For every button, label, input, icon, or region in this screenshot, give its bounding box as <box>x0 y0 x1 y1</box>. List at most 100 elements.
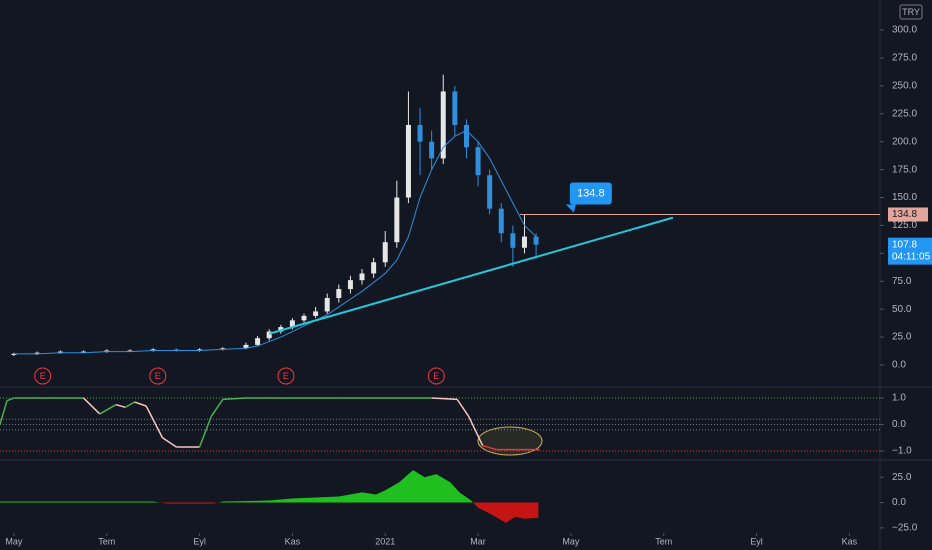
candle-body <box>173 349 179 351</box>
level-price: 134.8 <box>892 209 917 220</box>
x-tick-label: Mar <box>470 536 486 546</box>
earnings-marker <box>277 367 295 385</box>
candle-body <box>347 280 353 290</box>
candle-body <box>487 175 493 209</box>
x-tick-label: May <box>562 536 580 546</box>
x-tick-label: Kas <box>842 536 858 546</box>
oscillator-line <box>134 401 147 407</box>
y-tick-label: 200.0 <box>892 136 917 147</box>
y-tick-label: 275.0 <box>892 53 917 64</box>
oscillator-line <box>115 403 126 409</box>
earnings-label: E <box>433 371 439 381</box>
candle-body <box>336 289 342 299</box>
y-tick-label: −25.0 <box>892 523 918 534</box>
y-tick-label: 0.0 <box>892 419 906 430</box>
y-tick-label: 0.0 <box>892 497 906 508</box>
y-tick-label: 150.0 <box>892 192 917 203</box>
earnings-label: E <box>283 371 289 381</box>
candle-body <box>127 350 133 352</box>
y-tick-label: 75.0 <box>892 276 912 287</box>
earnings-label: E <box>155 371 161 381</box>
x-tick-label: Eyl <box>750 536 763 546</box>
oscillator-line <box>468 416 484 447</box>
oscillator-line <box>0 400 8 425</box>
candle-body <box>452 91 458 125</box>
y-tick-label: 250.0 <box>892 81 917 92</box>
currency: TRY <box>902 7 920 17</box>
y-tick-label: 25.0 <box>892 472 912 483</box>
candle-body <box>301 315 307 321</box>
candle-body <box>498 208 504 234</box>
callout-box <box>569 182 612 205</box>
x-tick-label: Tem <box>98 536 115 546</box>
level-price-box <box>888 207 928 222</box>
y-tick-label: 25.0 <box>892 332 912 343</box>
y-tick-label: 50.0 <box>892 304 912 315</box>
countdown: 04:11:05 <box>892 251 931 262</box>
x-tick-label: 2021 <box>375 536 395 546</box>
oscillator-line <box>456 398 470 418</box>
candle-body <box>104 350 110 352</box>
oscillator-line <box>482 444 497 451</box>
candle-body <box>278 327 284 332</box>
candle-body <box>243 344 249 349</box>
x-tick-label: Kas <box>285 536 301 546</box>
candle-body <box>255 338 261 345</box>
candle-body <box>11 353 17 355</box>
candle-body <box>429 141 435 159</box>
oscillator-line <box>145 405 164 439</box>
y-tick-label: 1.0 <box>892 393 906 404</box>
callout-label: 134.8 <box>577 187 605 199</box>
trendline <box>268 216 674 335</box>
y-tick-label: −1.0 <box>892 446 912 457</box>
candle-body <box>521 236 527 248</box>
candle-body <box>81 351 87 353</box>
currency-box[interactable] <box>899 4 923 20</box>
last-price-box <box>888 237 932 265</box>
earnings-marker <box>34 367 52 385</box>
x-tick-label: Tem <box>655 536 672 546</box>
candle-body <box>34 352 40 354</box>
candle-body <box>510 233 516 248</box>
oscillator-line <box>210 398 224 418</box>
oscillator-line <box>6 397 15 402</box>
candle-body <box>324 298 330 312</box>
candle-body <box>220 348 226 350</box>
candle-body <box>475 147 481 176</box>
earnings-marker <box>427 367 445 385</box>
oscillator-line <box>198 416 212 448</box>
oscillator-line <box>431 397 458 401</box>
oscillator-line <box>162 437 177 448</box>
candle-body <box>394 197 400 243</box>
x-tick-label: Eyl <box>193 536 206 546</box>
highlight-ellipse <box>477 426 543 456</box>
y-tick-label: 125.0 <box>892 220 917 231</box>
y-tick-label: 300.0 <box>892 25 917 36</box>
moving-average <box>13 129 537 355</box>
candle-body <box>371 262 377 274</box>
candle-body <box>289 320 295 328</box>
candle-body <box>266 331 272 339</box>
oscillator-line <box>124 401 135 408</box>
area-negative <box>0 502 539 523</box>
candle-body <box>313 311 319 316</box>
oscillator-line <box>99 404 117 415</box>
callout <box>565 204 576 213</box>
candle-body <box>382 242 388 263</box>
candle-body <box>440 91 446 159</box>
candle-body <box>405 124 411 198</box>
candle-body <box>533 236 539 245</box>
area-positive <box>0 470 474 503</box>
candle-body <box>57 351 63 353</box>
oscillator-line <box>83 397 101 415</box>
y-tick-label: 175.0 <box>892 164 917 175</box>
candle-body <box>417 124 423 142</box>
last-price: 107.8 <box>892 239 917 250</box>
y-tick-label: 225.0 <box>892 108 917 119</box>
candle-body <box>463 124 469 148</box>
candle-body <box>359 273 365 281</box>
y-tick-label: 0.0 <box>892 360 906 371</box>
